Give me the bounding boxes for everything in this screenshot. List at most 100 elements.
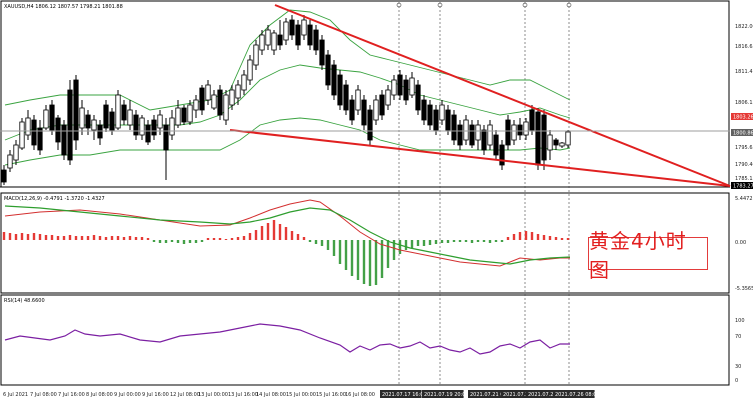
candle-bear bbox=[199, 87, 205, 111]
macd-histogram-bar bbox=[392, 240, 396, 260]
macd-histogram-bar bbox=[272, 220, 276, 240]
macd-histogram-bar bbox=[98, 236, 102, 240]
candle-bull bbox=[409, 77, 415, 96]
macd-histogram-bar bbox=[230, 238, 234, 240]
macd-histogram-bar bbox=[368, 240, 372, 286]
rsi-tick-label: 70 bbox=[735, 334, 741, 340]
wedge-trendlines[interactable] bbox=[229, 4, 731, 187]
candle-bull bbox=[169, 117, 175, 136]
candle-bull bbox=[7, 154, 13, 169]
price-marker-label: 1800.86 bbox=[733, 131, 753, 137]
macd-histogram-bar bbox=[536, 234, 540, 240]
candle-bull bbox=[13, 144, 19, 161]
candle-bull bbox=[559, 142, 565, 147]
candle-bull bbox=[355, 89, 361, 111]
candle-bear bbox=[61, 124, 67, 156]
candle-bear bbox=[37, 127, 43, 151]
macd-histogram-bar bbox=[194, 240, 198, 243]
time-axis-label: 13 Jul 16:00 bbox=[228, 392, 258, 398]
price-marker-label: 1803.26 bbox=[733, 115, 753, 121]
candle-bull bbox=[271, 32, 277, 51]
candle-bull bbox=[193, 99, 199, 111]
macd-histogram-bar bbox=[278, 224, 282, 240]
macd-histogram-bar bbox=[476, 240, 480, 242]
candle-bull bbox=[205, 84, 211, 101]
candle-bear bbox=[505, 119, 511, 146]
candle-bull bbox=[301, 19, 307, 36]
macd-histogram-bar bbox=[350, 240, 354, 276]
macd-histogram-bar bbox=[356, 240, 360, 280]
price-tick-label: 1822.00 bbox=[735, 24, 753, 30]
candle-bear bbox=[499, 144, 505, 166]
macd-histogram-bar bbox=[200, 240, 204, 242]
upper-trendline[interactable] bbox=[274, 4, 731, 187]
macd-histogram-bar bbox=[266, 223, 270, 240]
candle-bull bbox=[127, 109, 133, 126]
macd-histogram-bar bbox=[404, 240, 408, 250]
candle-bull bbox=[43, 109, 49, 129]
macd-histogram-bar bbox=[470, 240, 474, 243]
candle-bull bbox=[235, 84, 241, 99]
macd-histogram-bar bbox=[32, 233, 36, 240]
macd-histogram-bar bbox=[554, 237, 558, 240]
macd-histogram-bar bbox=[218, 238, 222, 240]
macd-histogram-bar bbox=[140, 237, 144, 240]
candle-bull bbox=[265, 29, 271, 46]
candle-bull bbox=[241, 74, 247, 91]
price-tick-label: 1816.65 bbox=[735, 44, 753, 50]
candle-bull bbox=[139, 117, 145, 136]
candle-bear bbox=[325, 54, 331, 86]
macd-panel[interactable] bbox=[0, 192, 730, 294]
candle-bear bbox=[517, 124, 523, 136]
macd-histogram-bar bbox=[26, 234, 30, 240]
candle-bull bbox=[439, 104, 445, 121]
macd-histogram-bar bbox=[296, 234, 300, 240]
macd-histogram-bar bbox=[428, 240, 432, 245]
candle-bear bbox=[49, 104, 55, 131]
macd-histogram-bar bbox=[494, 240, 498, 242]
candle-bull bbox=[385, 89, 391, 106]
time-axis-label: 16 Jul 08:00 bbox=[345, 392, 375, 398]
time-axis-label: 2021.07.26 08:00 bbox=[555, 392, 600, 398]
candle-bear bbox=[541, 114, 547, 161]
rsi-panel[interactable] bbox=[0, 294, 730, 386]
time-axis: 6 Jul 2021 7 Jul 08:00 7 Jul 16:00 8 Jul 08… bbox=[3, 390, 600, 398]
candle-bull bbox=[187, 104, 193, 123]
candle-bear bbox=[493, 134, 499, 156]
macd-histogram-bar bbox=[290, 231, 294, 240]
candle-bear bbox=[337, 74, 343, 106]
macd-histogram-bar bbox=[542, 235, 546, 240]
macd-histogram-bar bbox=[548, 236, 552, 240]
price-marker-label: 1783.27 bbox=[733, 184, 753, 190]
macd-histogram-bar bbox=[374, 240, 378, 285]
macd-histogram-bar bbox=[284, 227, 288, 240]
candle-bear bbox=[103, 104, 109, 129]
bollinger-lower bbox=[4, 117, 571, 166]
macd-tick-label: 0.00 bbox=[735, 240, 746, 246]
candle-bull bbox=[19, 121, 25, 149]
price-marker-tag bbox=[731, 129, 753, 136]
lower-trendline[interactable] bbox=[229, 129, 731, 187]
macd-histogram-bar bbox=[254, 230, 258, 240]
time-axis-label: 13 Jul 00:00 bbox=[198, 392, 228, 398]
candle-bear bbox=[421, 99, 427, 121]
macd-histogram-bar bbox=[506, 237, 510, 240]
candle-bear bbox=[451, 114, 457, 141]
macd-histogram-bar bbox=[464, 240, 468, 242]
macd-signal-line bbox=[4, 205, 571, 265]
separator-marker bbox=[566, 2, 572, 8]
candle-bear bbox=[109, 111, 115, 131]
candle-bull bbox=[523, 121, 529, 136]
candle-bull bbox=[115, 94, 121, 129]
candle-bull bbox=[247, 59, 253, 81]
candle-bear bbox=[163, 124, 169, 151]
time-axis-label: 2021.07.21 08:00 bbox=[470, 392, 515, 398]
candle-bull bbox=[175, 107, 181, 126]
macd-histogram-bar bbox=[170, 240, 174, 242]
candle-bear bbox=[481, 129, 487, 151]
time-axis-label: 12 Jul 08:00 bbox=[170, 392, 200, 398]
candle-bear bbox=[121, 104, 127, 121]
candle-bear bbox=[133, 114, 139, 136]
